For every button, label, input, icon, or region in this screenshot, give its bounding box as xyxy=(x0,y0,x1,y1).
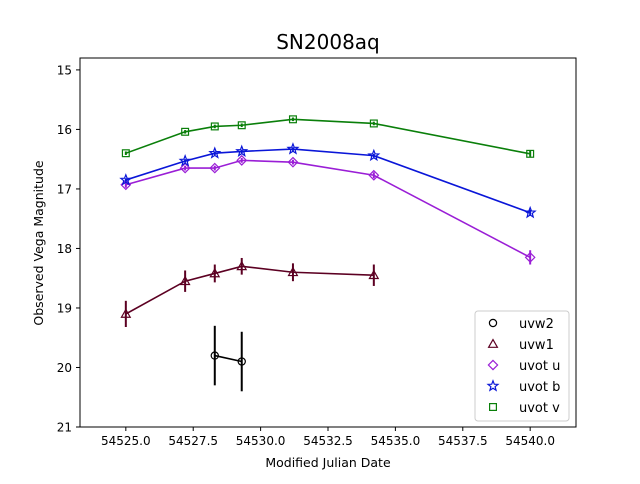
data-point xyxy=(179,162,191,174)
x-tick-label: 54532.5 xyxy=(303,434,353,448)
data-point xyxy=(523,205,537,219)
data-point xyxy=(208,146,222,159)
legend-label: uvot u xyxy=(519,359,560,374)
legend-label: uvot v xyxy=(519,401,560,416)
series-line xyxy=(125,265,374,315)
y-tick-label: 16 xyxy=(57,123,72,137)
x-tick-label: 54537.5 xyxy=(438,434,488,448)
data-point xyxy=(287,156,299,168)
legend-item: uvw1 xyxy=(487,338,554,353)
data-point xyxy=(287,266,299,277)
y-tick-label: 15 xyxy=(57,63,72,77)
data-point xyxy=(210,351,219,360)
x-tick-label: 54525.0 xyxy=(101,434,151,448)
data-point xyxy=(367,148,381,162)
legend-marker xyxy=(488,318,498,328)
data-point xyxy=(236,154,248,166)
data-point xyxy=(288,115,297,124)
legend-label: uvw1 xyxy=(519,338,554,353)
y-tick-label: 17 xyxy=(57,182,72,196)
data-point xyxy=(209,267,221,278)
data-point xyxy=(526,149,535,158)
axes-layer: 54525.0 54527.5 54530.0 54532.5 54535.0 54537… xyxy=(57,57,577,448)
data-point xyxy=(235,144,249,158)
series-uvot-v xyxy=(121,115,535,158)
data-point xyxy=(120,308,132,318)
plot-layer xyxy=(119,115,537,392)
legend-item: uvot v xyxy=(489,401,560,416)
data-point xyxy=(368,169,380,181)
data-point xyxy=(286,142,300,155)
legend-label: uvw2 xyxy=(519,317,554,332)
data-point xyxy=(121,149,130,158)
data-point xyxy=(368,269,380,280)
chart-title: SN2008aq xyxy=(276,30,380,54)
series-line xyxy=(214,354,242,363)
legend-marker xyxy=(487,338,499,348)
data-point xyxy=(237,357,246,366)
legend-item: uvot b xyxy=(486,379,560,395)
legend-marker xyxy=(487,359,499,371)
data-point xyxy=(209,162,221,174)
y-tick-label: 18 xyxy=(57,242,72,256)
legend-label: uvot b xyxy=(519,380,560,395)
data-point xyxy=(236,260,248,271)
legend-marker xyxy=(489,403,498,412)
data-point xyxy=(181,127,190,136)
x-tick-label: 54530.0 xyxy=(236,434,286,448)
legend-item: uvw2 xyxy=(488,317,554,332)
x-tick-label: 54527.5 xyxy=(168,434,218,448)
legend-item: uvot u xyxy=(487,359,560,374)
legend: uvw2 uvw1 uvot u uvot b uvot v xyxy=(474,310,570,422)
y-tick-label: 21 xyxy=(57,421,72,435)
legend-box xyxy=(474,310,570,422)
series-uvw2 xyxy=(210,325,246,392)
y-axis-label: Observed Vega Magnitude xyxy=(31,160,46,325)
series-uvw1 xyxy=(120,257,380,328)
x-axis-label: Modified Julian Date xyxy=(265,455,391,470)
data-point xyxy=(179,275,191,286)
y-tick-label: 20 xyxy=(57,361,72,375)
data-point xyxy=(178,154,192,167)
data-point xyxy=(237,121,246,130)
data-point xyxy=(524,251,536,263)
data-point xyxy=(369,119,378,128)
x-tick-label: 54535.0 xyxy=(371,434,421,448)
data-point xyxy=(210,122,219,131)
y-tick-label: 19 xyxy=(57,301,72,315)
legend-marker xyxy=(486,379,500,392)
data-point xyxy=(119,173,133,186)
series-uvot-b xyxy=(119,142,537,219)
x-tick-label: 54540.0 xyxy=(505,434,555,448)
